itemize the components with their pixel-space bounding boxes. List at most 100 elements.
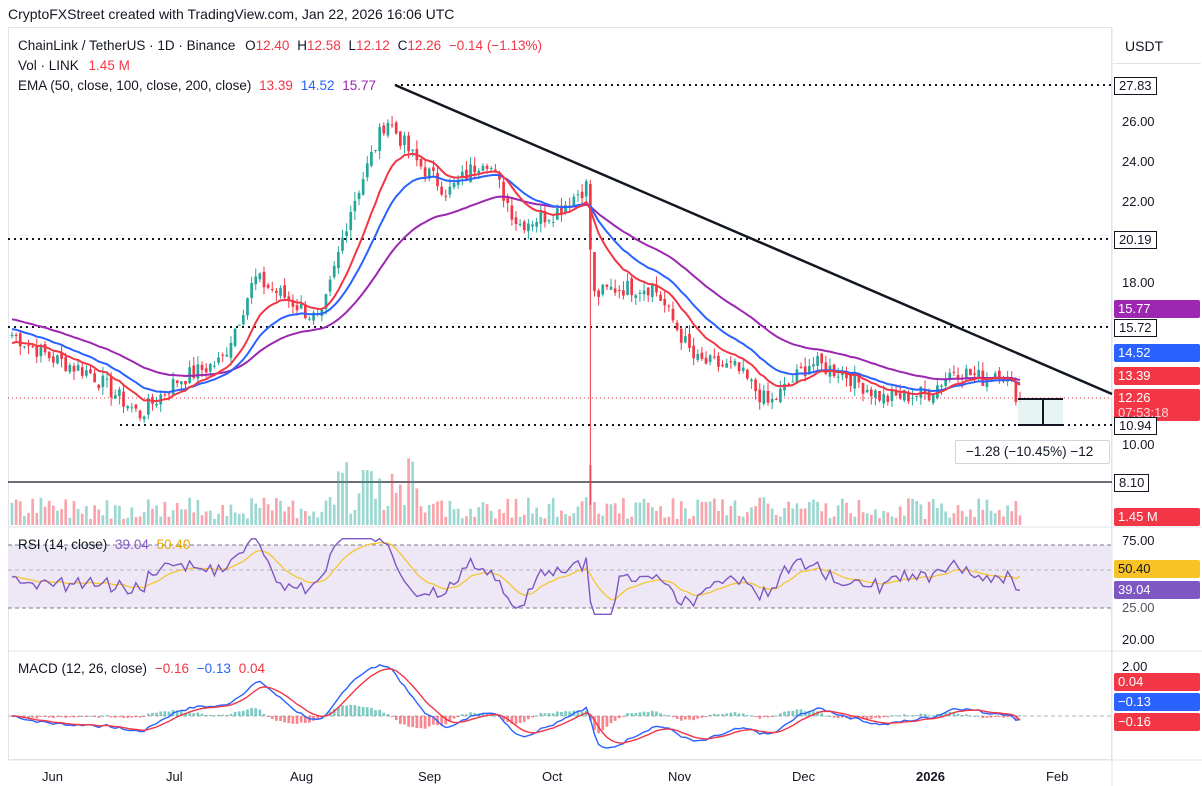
candle[interactable] [605,284,609,287]
candle[interactable] [196,364,200,379]
candle[interactable] [76,365,80,371]
candle[interactable] [551,221,555,223]
candle[interactable] [237,324,241,326]
candle[interactable] [547,220,551,222]
candle[interactable] [874,390,877,398]
candle[interactable] [915,395,919,397]
rsi-label[interactable]: RSI (14, close) [18,537,108,552]
candle[interactable] [101,375,105,388]
candle[interactable] [601,284,605,295]
candle[interactable] [60,352,63,360]
candle[interactable] [225,354,229,357]
candle[interactable] [758,389,762,403]
candle[interactable] [432,167,435,171]
candle[interactable] [23,346,26,348]
candle[interactable] [221,354,225,356]
candle[interactable] [861,382,865,394]
candle[interactable] [374,149,377,151]
candle[interactable] [911,397,914,399]
descending-trendline[interactable] [394,83,1113,396]
candle[interactable] [113,395,117,399]
candle[interactable] [204,368,208,373]
candle[interactable] [477,170,481,174]
candle[interactable] [770,398,774,403]
ema-label[interactable]: EMA (50, close, 100, close, 200, close) [18,78,252,93]
candle[interactable] [299,304,303,309]
candle[interactable] [973,373,976,375]
candle[interactable] [746,369,749,379]
candle[interactable] [270,288,274,290]
candle[interactable] [423,167,427,177]
candle[interactable] [460,171,464,177]
candle[interactable] [444,195,448,197]
candle[interactable] [361,179,365,195]
candle[interactable] [365,163,369,178]
candle[interactable] [580,191,584,199]
candle[interactable] [679,328,683,343]
candle[interactable] [878,391,881,401]
candle[interactable] [712,356,716,358]
candle[interactable] [411,149,415,151]
candle[interactable] [779,388,782,403]
candle[interactable] [80,367,84,376]
candle[interactable] [167,393,171,395]
candle[interactable] [671,308,675,321]
candle[interactable] [964,368,968,379]
volume-label[interactable]: Vol · LINK [18,58,79,73]
candle[interactable] [180,381,183,385]
candle[interactable] [47,351,51,358]
candle[interactable] [613,288,617,293]
candle[interactable] [865,389,869,393]
candle[interactable] [729,361,733,363]
candle[interactable] [378,126,382,152]
candle[interactable] [626,280,629,296]
candle[interactable] [750,379,753,382]
candle[interactable] [667,305,671,307]
candle[interactable] [485,165,489,169]
candle[interactable] [291,301,295,307]
candle[interactable] [250,283,253,298]
candle[interactable] [105,378,109,380]
candle[interactable] [246,298,249,316]
candle[interactable] [948,372,952,380]
candle[interactable] [1014,381,1018,402]
candle[interactable] [349,211,353,231]
candle[interactable] [337,251,340,269]
candle[interactable] [481,165,485,171]
candle[interactable] [217,357,220,363]
candle[interactable] [233,328,237,346]
candle[interactable] [122,391,125,407]
candle[interactable] [390,124,394,126]
candle[interactable] [266,284,270,288]
candle[interactable] [345,231,348,237]
candle[interactable] [72,365,76,372]
candle[interactable] [894,391,898,396]
candle[interactable] [308,318,311,320]
candle[interactable] [43,344,47,353]
candle[interactable] [51,356,55,363]
candle[interactable] [572,196,576,206]
candle[interactable] [64,356,68,372]
candle[interactable] [386,122,390,136]
candle[interactable] [634,295,638,299]
candle[interactable] [494,169,497,172]
candle[interactable] [692,345,695,359]
candle[interactable] [630,278,634,296]
candle[interactable] [287,296,291,301]
candle[interactable] [812,364,815,367]
candle[interactable] [303,304,307,319]
candle[interactable] [849,375,852,387]
candle[interactable] [589,184,592,250]
candle[interactable] [262,271,266,288]
candle[interactable] [522,221,526,231]
candle[interactable] [845,371,848,379]
candle[interactable] [688,333,691,348]
candle[interactable] [898,393,902,399]
candle[interactable] [609,286,613,290]
candle[interactable] [130,407,134,409]
candle[interactable] [155,403,158,406]
candle[interactable] [704,357,708,364]
candle[interactable] [944,378,947,386]
candle[interactable] [448,186,452,195]
